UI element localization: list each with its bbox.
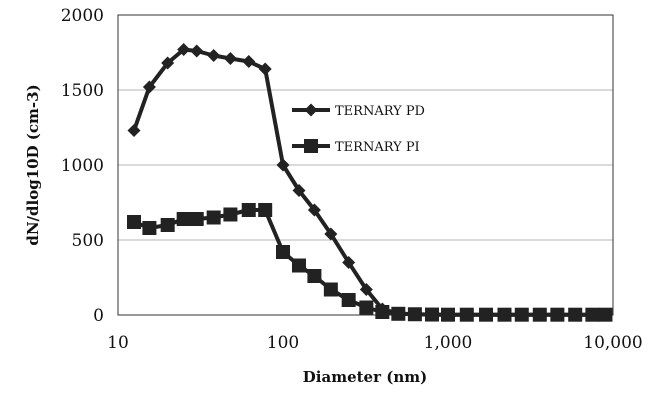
x-axis-title: Diameter (nm) bbox=[303, 368, 427, 386]
square-marker bbox=[532, 307, 547, 322]
x-tick-label: 10,000 bbox=[583, 333, 642, 353]
square-marker bbox=[341, 293, 356, 307]
square-marker bbox=[598, 307, 613, 322]
square-marker bbox=[291, 258, 306, 273]
x-tick-labels: 10 100 1,000 10,000 bbox=[107, 333, 643, 353]
diamond-marker bbox=[177, 43, 191, 56]
y-tick-labels: 0 500 1000 1500 2000 bbox=[61, 6, 104, 326]
square-marker bbox=[189, 212, 204, 226]
square-marker bbox=[323, 282, 338, 297]
square-marker bbox=[223, 207, 238, 222]
y-axis-title: dN/dlog10D (cm-3) bbox=[24, 84, 42, 245]
diamond-marker bbox=[304, 103, 318, 117]
diamond-marker bbox=[161, 56, 175, 70]
y-tick-label: 1000 bbox=[61, 156, 104, 176]
diamond-marker bbox=[324, 227, 338, 241]
square-marker bbox=[375, 305, 390, 319]
diamond-marker bbox=[190, 44, 204, 58]
series-group bbox=[126, 43, 613, 322]
diamond-marker bbox=[342, 256, 356, 269]
x-tick-label: 1,000 bbox=[424, 333, 473, 353]
square-marker bbox=[276, 245, 290, 259]
square-marker bbox=[391, 306, 406, 321]
diamond-marker bbox=[142, 80, 156, 94]
square-marker bbox=[258, 203, 273, 217]
square-marker bbox=[176, 212, 191, 226]
diamond-marker bbox=[276, 158, 290, 172]
diamond-marker bbox=[258, 62, 272, 76]
square-marker bbox=[425, 307, 440, 322]
x-tick-label: 10 bbox=[107, 333, 129, 353]
y-tick-label: 1500 bbox=[61, 81, 104, 101]
y-tick-label: 2000 bbox=[61, 6, 104, 26]
square-marker bbox=[459, 307, 474, 322]
square-marker bbox=[568, 307, 583, 322]
square-marker bbox=[359, 300, 374, 315]
legend-label: TERNARY PI bbox=[335, 140, 420, 155]
x-tick-label: 100 bbox=[267, 333, 299, 353]
square-marker bbox=[479, 307, 494, 322]
square-marker bbox=[441, 307, 455, 322]
square-marker bbox=[142, 221, 157, 235]
square-marker bbox=[126, 215, 141, 229]
square-marker bbox=[497, 307, 512, 322]
legend-item: TERNARY PD bbox=[292, 103, 425, 119]
square-marker bbox=[307, 269, 322, 283]
diamond-marker bbox=[359, 283, 373, 296]
diamond-marker bbox=[292, 184, 306, 197]
series-square bbox=[126, 203, 613, 322]
diamond-marker bbox=[307, 203, 321, 217]
square-marker bbox=[585, 307, 600, 322]
square-marker bbox=[206, 210, 221, 225]
legend-item: TERNARY PI bbox=[292, 139, 420, 155]
square-marker bbox=[160, 218, 175, 232]
y-tick-label: 0 bbox=[93, 306, 104, 326]
legend: TERNARY PD TERNARY PI bbox=[292, 103, 425, 155]
diamond-marker bbox=[242, 55, 256, 68]
diamond-marker bbox=[223, 52, 237, 65]
square-marker bbox=[407, 307, 422, 322]
square-marker bbox=[241, 203, 256, 217]
diamond-marker bbox=[207, 49, 221, 62]
y-tick-label: 500 bbox=[72, 231, 104, 251]
legend-label: TERNARY PD bbox=[335, 104, 425, 119]
square-marker bbox=[514, 307, 529, 322]
diamond-marker bbox=[127, 124, 141, 137]
square-marker bbox=[304, 139, 318, 153]
plot-frame bbox=[117, 14, 614, 316]
square-marker bbox=[550, 307, 565, 322]
